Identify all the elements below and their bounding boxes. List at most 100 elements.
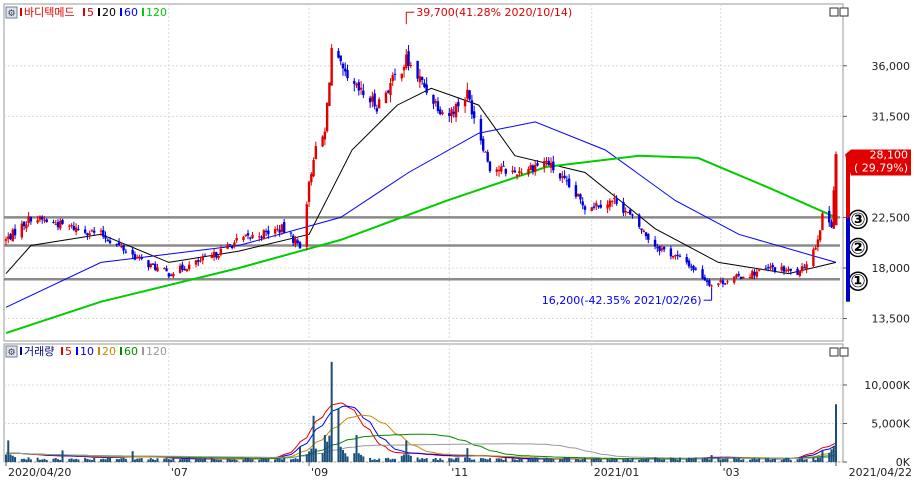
candle-body (703, 277, 707, 281)
candle (61, 218, 64, 225)
volume-bar (726, 458, 729, 462)
volume-bar (563, 457, 566, 462)
volume-bar (292, 458, 295, 462)
volume-bar (72, 459, 75, 462)
candle (518, 167, 521, 177)
volume-bar (294, 458, 297, 462)
candle (9, 233, 12, 241)
volume-bar (328, 435, 331, 462)
candle (138, 254, 141, 261)
volume-bar (122, 457, 125, 462)
volume-bar (740, 459, 743, 462)
candle (687, 258, 691, 269)
candle-body (513, 170, 517, 173)
volume-bar (692, 458, 695, 462)
candle (771, 262, 774, 271)
candle-body (298, 242, 302, 249)
gear-icon[interactable] (5, 6, 18, 19)
volume-bar (498, 458, 501, 462)
candle (258, 232, 261, 242)
candle-body (325, 103, 329, 132)
candle-body (547, 160, 550, 165)
candle-body (4, 239, 8, 241)
candle (135, 254, 139, 259)
volume-bar (814, 459, 817, 462)
candle-body (135, 257, 139, 259)
volume-bar (244, 457, 247, 462)
volume-bar (464, 457, 467, 462)
candle (233, 240, 236, 249)
candle (219, 244, 223, 257)
candle-body (708, 280, 711, 286)
candle (466, 82, 469, 102)
candle (536, 160, 539, 167)
candle-body (305, 204, 308, 247)
candle (782, 265, 786, 275)
level-label: ① (850, 271, 865, 292)
maximize-icon[interactable] (839, 7, 849, 17)
candle (373, 89, 376, 110)
maximize-icon[interactable] (839, 347, 849, 357)
minimize-icon[interactable] (829, 347, 839, 357)
volume-bar (90, 460, 93, 462)
volume-bar (645, 458, 648, 462)
legend-swatch (20, 8, 22, 16)
volume-bar (721, 459, 724, 462)
candle-body (789, 268, 792, 271)
last-price-change: ( 29.79%) (854, 162, 908, 175)
volume-bar (393, 458, 396, 462)
candle-body (359, 87, 363, 90)
candle (251, 231, 254, 240)
candle (662, 246, 666, 253)
volume-bar (296, 458, 299, 462)
volume-bar (608, 459, 611, 462)
candle-body (120, 246, 123, 248)
volume-bar (353, 453, 356, 462)
candle (479, 114, 483, 145)
candle-body (610, 201, 614, 203)
candle-body (310, 173, 313, 183)
candle-body (638, 214, 641, 227)
candle (201, 253, 204, 265)
candle-body (828, 210, 831, 223)
volume-bar (242, 459, 245, 462)
volume-bar (265, 458, 268, 462)
volume-bar (185, 459, 188, 462)
candle (328, 82, 331, 107)
candle-body (719, 280, 722, 282)
candle-body (353, 80, 356, 84)
candle (416, 60, 419, 82)
candle-body (102, 230, 105, 237)
volume-bar (136, 458, 139, 462)
candle-body (434, 101, 437, 103)
minimize-icon[interactable] (829, 7, 839, 17)
candle (434, 98, 437, 107)
candle (321, 135, 324, 148)
candle (638, 213, 641, 229)
candle-body (215, 252, 218, 258)
candle (814, 245, 817, 251)
candle (534, 160, 537, 176)
volume-bar (246, 458, 249, 462)
candle-body (502, 165, 505, 167)
candle-body (439, 109, 442, 115)
volume-bar (486, 459, 489, 462)
volume-bar (5, 454, 7, 462)
candle (606, 200, 609, 214)
candle (552, 155, 555, 174)
candle-body (154, 263, 157, 270)
candle-body (199, 260, 202, 262)
volume-bar (529, 458, 532, 462)
candle (721, 277, 725, 288)
candle-body (592, 206, 596, 208)
volume-bar (194, 458, 197, 462)
volume-bar (764, 458, 767, 462)
volume-bar (154, 459, 157, 462)
candle (147, 259, 150, 271)
gear-icon[interactable] (5, 345, 18, 358)
candle-body (72, 225, 76, 230)
volume-bar (120, 458, 123, 462)
candle (436, 97, 440, 114)
candle-body (167, 273, 171, 277)
candle (11, 227, 14, 242)
